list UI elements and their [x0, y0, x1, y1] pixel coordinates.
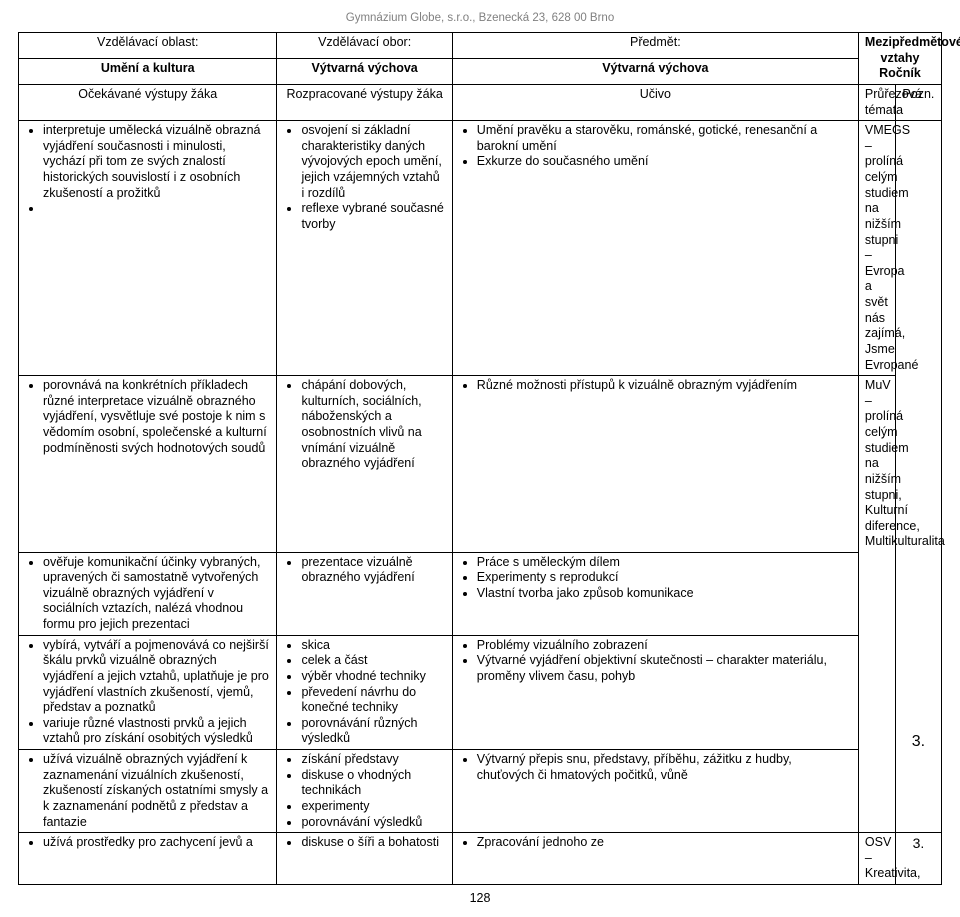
- hdr-subject-value: Výtvarná výchova: [452, 58, 858, 84]
- note-cell-merged: 3.: [895, 121, 941, 833]
- table-cell: Různé možnosti přístupů k vizuálně obraz…: [452, 376, 858, 552]
- note-cell: 3.: [895, 833, 941, 885]
- table-cell: Práce s uměleckým dílemExperimenty s rep…: [452, 552, 858, 635]
- subhdr-content: Učivo: [452, 84, 858, 120]
- table-cell: diskuse o šíři a bohatosti: [277, 833, 452, 885]
- hdr-area-label: Vzdělávací oblast:: [19, 33, 277, 59]
- list-item: diskuse o vhodných technikách: [301, 768, 445, 799]
- list-item: reflexe vybrané současné tvorby: [301, 201, 445, 232]
- table-cell: prezentace vizuálně obrazného vyjádření: [277, 552, 452, 635]
- table-cell: interpretuje umělecká vizuálně obrazná v…: [19, 121, 277, 376]
- table-cell: chápání dobových, kulturních, sociálních…: [277, 376, 452, 552]
- list-item: celek a část: [301, 653, 445, 669]
- hdr-field-label: Vzdělávací obor:: [277, 33, 452, 59]
- list-item: interpretuje umělecká vizuálně obrazná v…: [43, 123, 270, 201]
- page-number: 128: [18, 891, 942, 905]
- list-item: osvojení si základní charakteristiky dan…: [301, 123, 445, 201]
- table-cell: Výtvarný přepis snu, představy, příběhu,…: [452, 750, 858, 833]
- table-cell: užívá prostředky pro zachycení jevů a: [19, 833, 277, 885]
- list-item: Výtvarné vyjádření objektivní skutečnost…: [477, 653, 852, 684]
- table-cell: ověřuje komunikační účinky vybraných, up…: [19, 552, 277, 635]
- list-item: porovnává na konkrétních příkladech různ…: [43, 378, 270, 456]
- curriculum-table: Vzdělávací oblast: Vzdělávací obor: Před…: [18, 32, 942, 885]
- hdr-crosslinks: Mezipředmětové vztahy Ročník: [858, 33, 941, 85]
- themes-cell: VMEGS – prolíná celým studiem na nižším …: [858, 121, 895, 376]
- list-item: experimenty: [301, 799, 445, 815]
- themes-cell: [858, 635, 895, 749]
- themes-cell: OSV – Kreativita,: [858, 833, 895, 885]
- list-item: ověřuje komunikační účinky vybraných, up…: [43, 555, 270, 633]
- table-cell: získání představydiskuse o vhodných tech…: [277, 750, 452, 833]
- table-cell: užívá vizuálně obrazných vyjádření k zaz…: [19, 750, 277, 833]
- list-item: Výtvarný přepis snu, představy, příběhu,…: [477, 752, 852, 783]
- table-cell: vybírá, vytváří a pojmenovává co nejširš…: [19, 635, 277, 749]
- subhdr-expected: Očekávané výstupy žáka: [19, 84, 277, 120]
- list-item: [43, 201, 270, 217]
- list-item: výběr vhodné techniky: [301, 669, 445, 685]
- list-item: diskuse o šíři a bohatosti: [301, 835, 445, 851]
- subhdr-themes: Průřezová témata: [858, 84, 895, 120]
- doc-header: Gymnázium Globe, s.r.o., Bzenecká 23, 62…: [18, 12, 942, 24]
- hdr-area-value: Umění a kultura: [19, 58, 277, 84]
- hdr-subject-label: Předmět:: [452, 33, 858, 59]
- list-item: variuje různé vlastnosti prvků a jejich …: [43, 716, 270, 747]
- list-item: vybírá, vytváří a pojmenovává co nejširš…: [43, 638, 270, 716]
- list-item: užívá vizuálně obrazných vyjádření k zaz…: [43, 752, 270, 830]
- list-item: chápání dobových, kulturních, sociálních…: [301, 378, 445, 472]
- list-item: porovnávání různých výsledků: [301, 716, 445, 747]
- themes-cell: [858, 750, 895, 833]
- table-cell: porovnává na konkrétních příkladech různ…: [19, 376, 277, 552]
- list-item: prezentace vizuálně obrazného vyjádření: [301, 555, 445, 586]
- table-cell: Zpracování jednoho ze: [452, 833, 858, 885]
- list-item: Práce s uměleckým dílem: [477, 555, 852, 571]
- table-cell: skicacelek a částvýběr vhodné technikypř…: [277, 635, 452, 749]
- themes-cell: MuV – prolíná celým studiem na nižším st…: [858, 376, 895, 552]
- list-item: porovnávání výsledků: [301, 815, 445, 831]
- hdr-field-value: Výtvarná výchova: [277, 58, 452, 84]
- list-item: Vlastní tvorba jako způsob komunikace: [477, 586, 852, 602]
- table-cell: Problémy vizuálního zobrazeníVýtvarné vy…: [452, 635, 858, 749]
- list-item: užívá prostředky pro zachycení jevů a: [43, 835, 270, 851]
- themes-cell: [858, 552, 895, 635]
- list-item: Zpracování jednoho ze: [477, 835, 852, 851]
- list-item: Problémy vizuálního zobrazení: [477, 638, 852, 654]
- subhdr-elaborated: Rozpracované výstupy žáka: [277, 84, 452, 120]
- table-cell: Umění pravěku a starověku, románské, got…: [452, 121, 858, 376]
- list-item: Exkurze do současného umění: [477, 154, 852, 170]
- list-item: Umění pravěku a starověku, románské, got…: [477, 123, 852, 154]
- list-item: skica: [301, 638, 445, 654]
- list-item: Experimenty s reprodukcí: [477, 570, 852, 586]
- table-cell: osvojení si základní charakteristiky dan…: [277, 121, 452, 376]
- list-item: získání představy: [301, 752, 445, 768]
- list-item: převedení návrhu do konečné techniky: [301, 685, 445, 716]
- list-item: Různé možnosti přístupů k vizuálně obraz…: [477, 378, 852, 394]
